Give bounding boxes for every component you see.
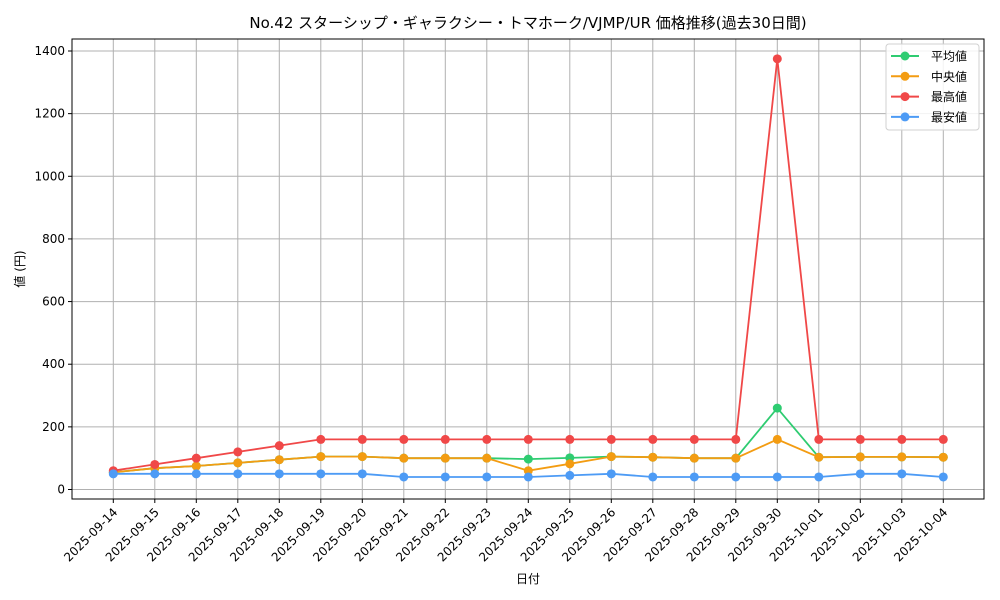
legend-marker-icon xyxy=(900,71,910,81)
data-point xyxy=(772,434,782,444)
data-point xyxy=(938,472,948,482)
data-point xyxy=(731,434,741,444)
legend-item: 平均値 xyxy=(891,49,967,64)
y-tick-label: 800 xyxy=(42,232,65,246)
data-point xyxy=(731,472,741,482)
data-point xyxy=(938,434,948,444)
data-point xyxy=(897,452,907,462)
legend-marker-icon xyxy=(900,112,910,122)
data-point xyxy=(399,453,409,463)
data-point xyxy=(772,403,782,413)
data-point xyxy=(648,472,658,482)
y-axis-ticks: 0 200 400 600 800 1000 1200 1400 xyxy=(34,44,72,497)
data-point xyxy=(440,453,450,463)
data-point xyxy=(399,472,409,482)
data-point xyxy=(440,434,450,444)
x-axis-ticks: 2025-09-142025-09-152025-09-162025-09-17… xyxy=(61,499,950,564)
data-point xyxy=(399,434,409,444)
data-point xyxy=(150,469,160,479)
data-point xyxy=(274,441,284,451)
y-tick-label: 1000 xyxy=(34,169,65,183)
data-point xyxy=(855,452,865,462)
data-point xyxy=(648,434,658,444)
data-point xyxy=(108,469,118,479)
data-point xyxy=(814,434,824,444)
data-point xyxy=(150,459,160,469)
data-point xyxy=(316,452,326,462)
data-series xyxy=(108,54,948,482)
data-point xyxy=(440,472,450,482)
data-point xyxy=(855,434,865,444)
data-point xyxy=(274,469,284,479)
data-point xyxy=(565,470,575,480)
data-point xyxy=(357,434,367,444)
data-point xyxy=(191,453,201,463)
legend-item: 最高値 xyxy=(891,89,967,104)
data-point xyxy=(565,459,575,469)
data-point xyxy=(855,469,865,479)
data-point xyxy=(897,434,907,444)
series-1 xyxy=(108,434,948,477)
data-point xyxy=(274,455,284,465)
legend-marker-icon xyxy=(900,51,910,61)
data-point xyxy=(482,434,492,444)
data-point xyxy=(482,472,492,482)
chart-title: No.42 スターシップ・ギャラクシー・トマホーク/VJMP/UR 価格推移(過… xyxy=(249,14,806,32)
data-point xyxy=(606,434,616,444)
data-point xyxy=(772,54,782,64)
legend-box xyxy=(885,43,980,131)
data-point xyxy=(523,454,533,464)
y-tick-label: 600 xyxy=(42,295,65,309)
legend-label: 最安値 xyxy=(931,109,967,124)
data-point xyxy=(689,434,699,444)
grid-lines xyxy=(72,39,984,499)
data-point xyxy=(233,469,243,479)
data-point xyxy=(233,447,243,457)
y-axis-label: 値 (円) xyxy=(12,250,27,287)
data-point xyxy=(648,452,658,462)
series-3 xyxy=(108,469,948,482)
data-point xyxy=(814,452,824,462)
data-point xyxy=(482,453,492,463)
data-point xyxy=(316,469,326,479)
data-point xyxy=(357,469,367,479)
data-point xyxy=(357,452,367,462)
legend-marker-icon xyxy=(900,92,910,102)
legend-label: 中央値 xyxy=(931,69,967,84)
data-point xyxy=(897,469,907,479)
y-tick-label: 200 xyxy=(42,420,65,434)
y-tick-label: 1200 xyxy=(34,107,65,121)
data-point xyxy=(938,452,948,462)
data-point xyxy=(523,472,533,482)
data-point xyxy=(523,434,533,444)
legend-item: 最安値 xyxy=(891,109,967,124)
legend-label: 最高値 xyxy=(931,89,967,104)
legend-label: 平均値 xyxy=(931,49,967,64)
data-point xyxy=(772,472,782,482)
y-tick-label: 400 xyxy=(42,357,65,371)
data-point xyxy=(523,466,533,476)
data-point xyxy=(689,472,699,482)
x-axis-label: 日付 xyxy=(516,572,540,586)
data-point xyxy=(565,434,575,444)
data-point xyxy=(233,458,243,468)
data-point xyxy=(606,452,616,462)
data-point xyxy=(191,461,201,471)
data-point xyxy=(316,434,326,444)
data-point xyxy=(814,472,824,482)
data-point xyxy=(731,453,741,463)
legend-item: 中央値 xyxy=(891,69,967,84)
data-point xyxy=(606,469,616,479)
y-tick-label: 1400 xyxy=(34,44,65,58)
y-tick-label: 0 xyxy=(57,483,65,497)
data-point xyxy=(689,453,699,463)
data-point xyxy=(191,469,201,479)
